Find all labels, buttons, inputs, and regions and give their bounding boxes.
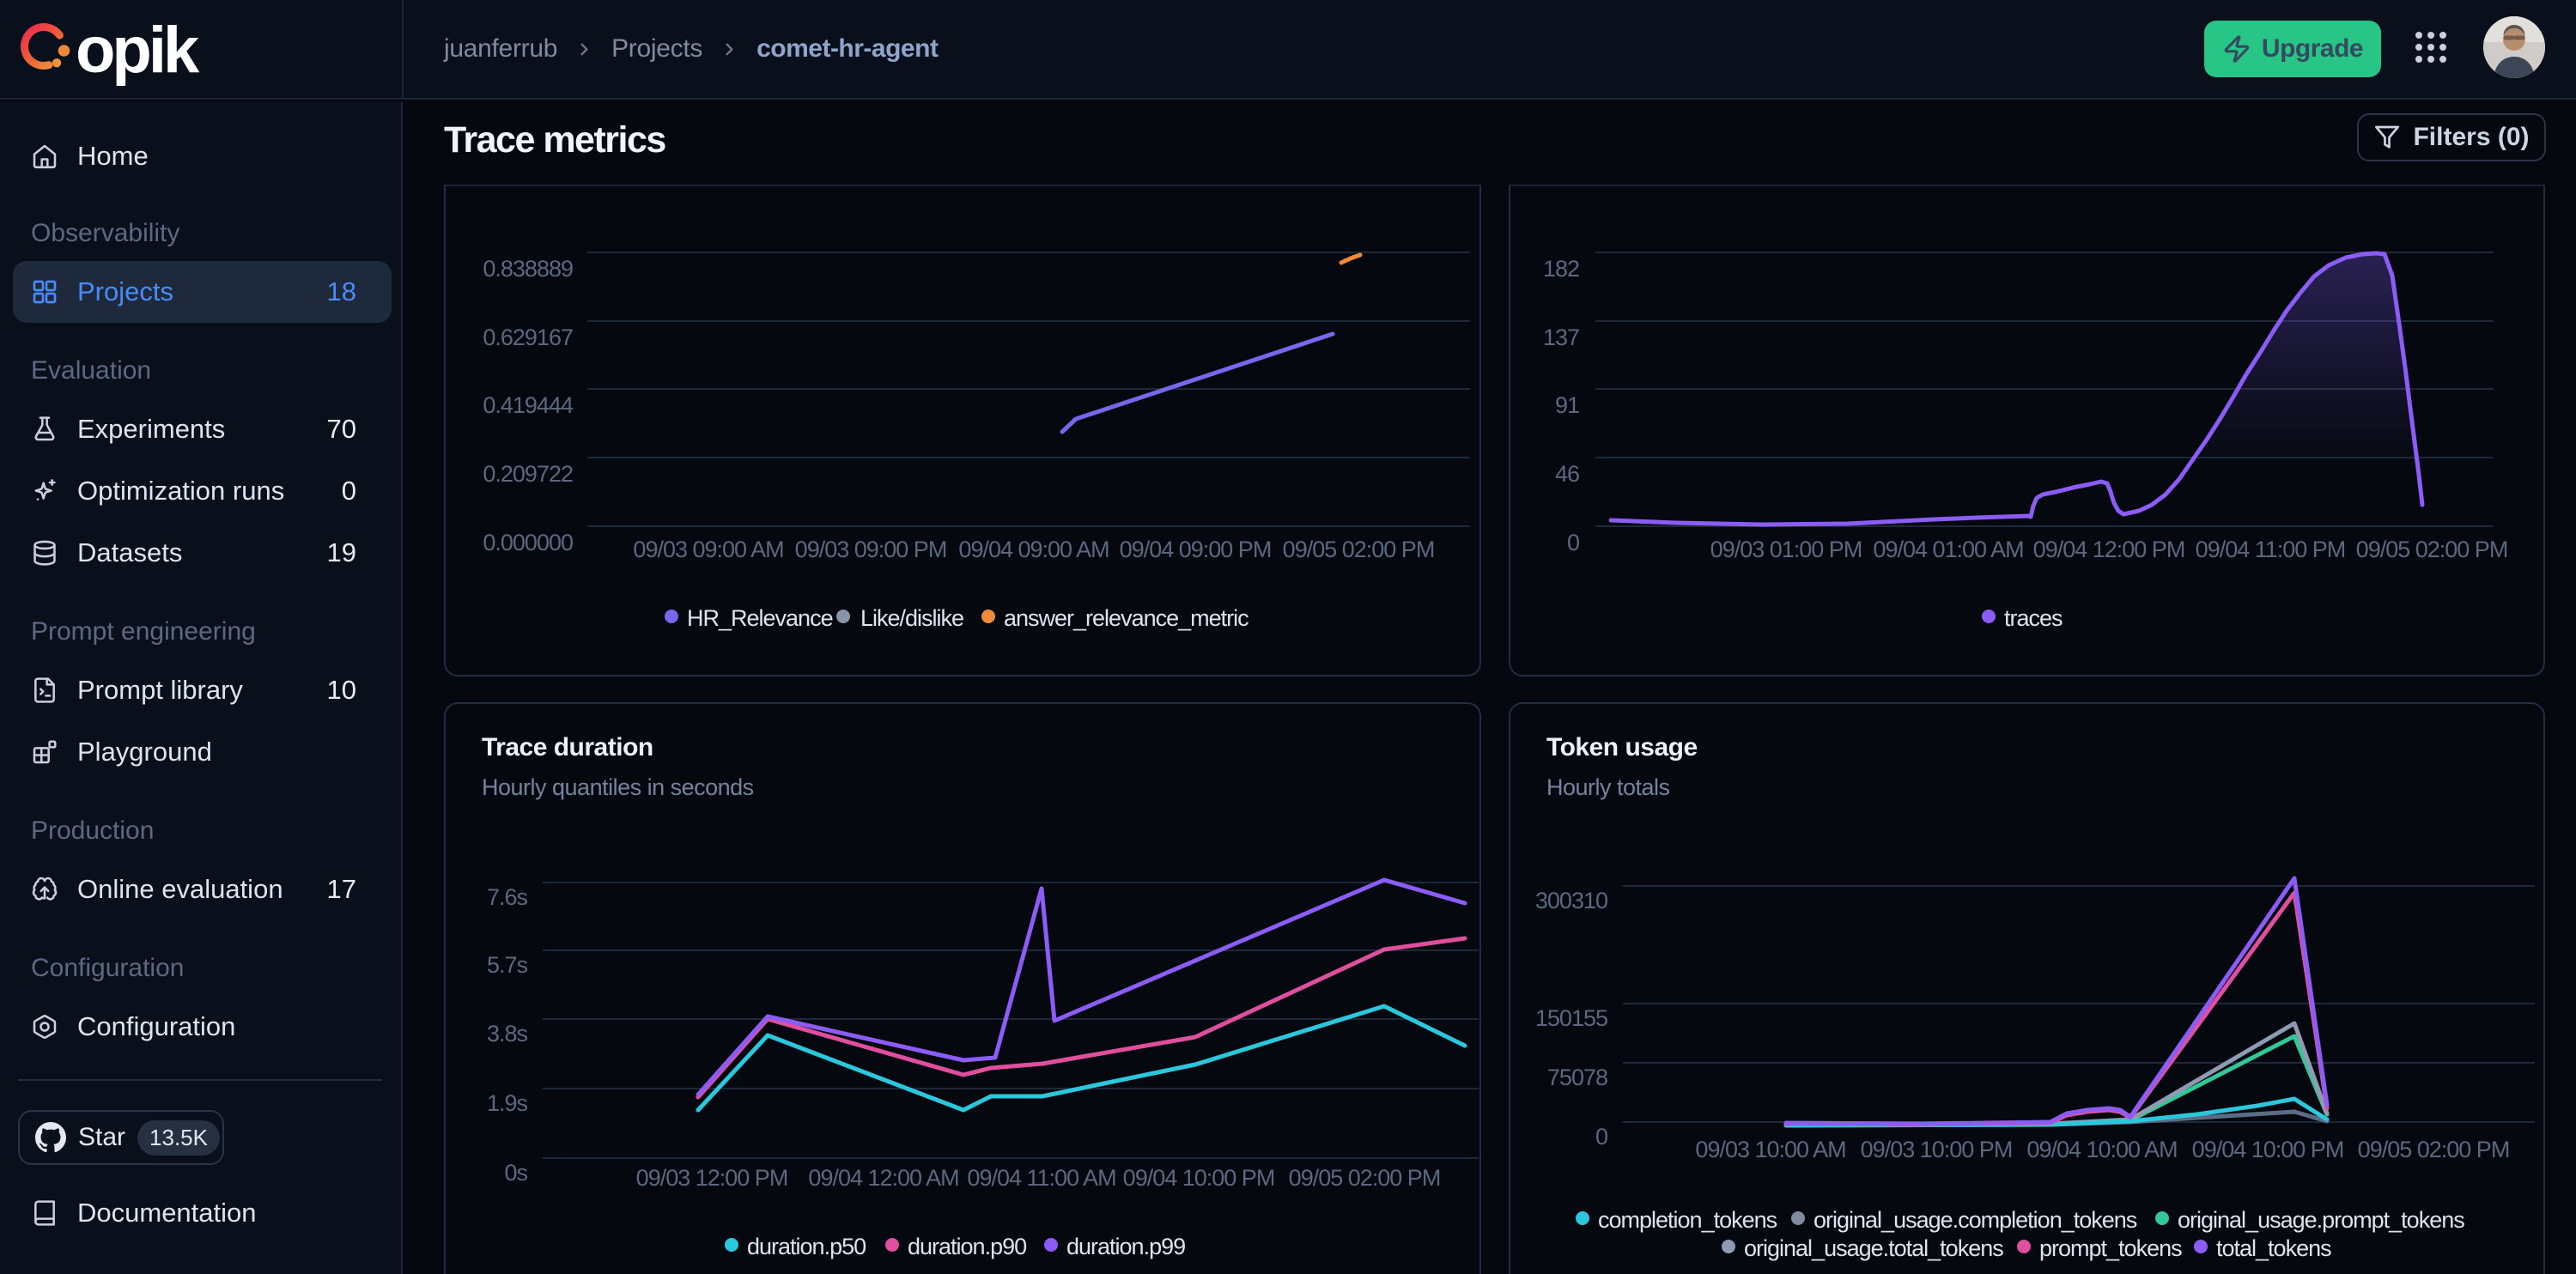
svg-text:09/05 02:00 PM: 09/05 02:00 PM (1289, 1165, 1441, 1191)
svg-text:5.7s: 5.7s (487, 952, 528, 978)
svg-text:HR_Relevance: HR_Relevance (687, 605, 833, 631)
svg-text:duration.p99: duration.p99 (1066, 1234, 1185, 1259)
svg-text:0: 0 (1567, 530, 1579, 555)
svg-text:150155: 150155 (1535, 1005, 1607, 1031)
svg-text:09/04 01:00 AM: 09/04 01:00 AM (1873, 537, 2023, 562)
svg-text:prompt_tokens: prompt_tokens (2039, 1235, 2182, 1261)
svg-text:answer_relevance_metric: answer_relevance_metric (1004, 605, 1249, 631)
svg-text:09/04 09:00 AM: 09/04 09:00 AM (958, 537, 1109, 562)
svg-text:7.6s: 7.6s (487, 884, 528, 910)
svg-text:09/05 02:00 PM: 09/05 02:00 PM (1283, 537, 1435, 562)
svg-text:09/03 10:00 AM: 09/03 10:00 AM (1695, 1137, 1845, 1162)
svg-text:Like/dislike: Like/dislike (860, 605, 963, 631)
svg-text:09/04 10:00 PM: 09/04 10:00 PM (1123, 1165, 1275, 1191)
svg-text:traces: traces (2004, 605, 2063, 631)
svg-text:duration.p90: duration.p90 (908, 1234, 1026, 1259)
svg-text:09/04 10:00 PM: 09/04 10:00 PM (2192, 1137, 2344, 1162)
svg-text:09/05 02:00 PM: 09/05 02:00 PM (2356, 537, 2508, 562)
svg-text:09/04 11:00 AM: 09/04 11:00 AM (967, 1165, 1115, 1191)
svg-text:182: 182 (1543, 256, 1579, 282)
svg-text:0.000000: 0.000000 (483, 530, 573, 555)
svg-text:1.9s: 1.9s (487, 1090, 528, 1116)
svg-text:0s: 0s (504, 1160, 527, 1186)
svg-text:09/04 10:00 AM: 09/04 10:00 AM (2026, 1137, 2177, 1162)
svg-text:09/04 12:00 AM: 09/04 12:00 AM (808, 1165, 958, 1191)
svg-text:duration.p50: duration.p50 (747, 1234, 866, 1259)
svg-text:09/04 09:00 PM: 09/04 09:00 PM (1120, 537, 1272, 562)
svg-text:09/03 10:00 PM: 09/03 10:00 PM (1861, 1137, 2013, 1162)
svg-text:09/04 12:00 PM: 09/04 12:00 PM (2033, 537, 2185, 562)
svg-text:09/03 09:00 AM: 09/03 09:00 AM (633, 537, 783, 562)
svg-text:0: 0 (1595, 1124, 1607, 1150)
svg-text:original_usage.completion_toke: original_usage.completion_tokens (1814, 1207, 2137, 1233)
svg-text:3.8s: 3.8s (487, 1021, 528, 1046)
svg-text:original_usage.total_tokens: original_usage.total_tokens (1744, 1235, 2003, 1261)
svg-text:46: 46 (1555, 461, 1579, 487)
svg-text:300310: 300310 (1535, 888, 1607, 913)
svg-text:09/03 12:00 PM: 09/03 12:00 PM (636, 1165, 788, 1191)
svg-text:total_tokens: total_tokens (2216, 1235, 2331, 1261)
svg-text:0.838889: 0.838889 (483, 256, 573, 282)
svg-text:91: 91 (1555, 392, 1579, 418)
svg-text:completion_tokens: completion_tokens (1598, 1207, 1777, 1233)
svg-text:0.629167: 0.629167 (483, 325, 573, 350)
svg-text:137: 137 (1543, 325, 1579, 350)
svg-text:0.419444: 0.419444 (483, 392, 574, 418)
svg-text:0.209722: 0.209722 (483, 461, 573, 487)
svg-text:09/03 01:00 PM: 09/03 01:00 PM (1710, 537, 1862, 562)
svg-text:09/03 09:00 PM: 09/03 09:00 PM (795, 537, 947, 562)
svg-text:09/05 02:00 PM: 09/05 02:00 PM (2358, 1137, 2510, 1162)
svg-text:75078: 75078 (1547, 1065, 1607, 1090)
svg-text:09/04 11:00 PM: 09/04 11:00 PM (2196, 537, 2346, 562)
svg-text:original_usage.prompt_tokens: original_usage.prompt_tokens (2178, 1207, 2464, 1233)
